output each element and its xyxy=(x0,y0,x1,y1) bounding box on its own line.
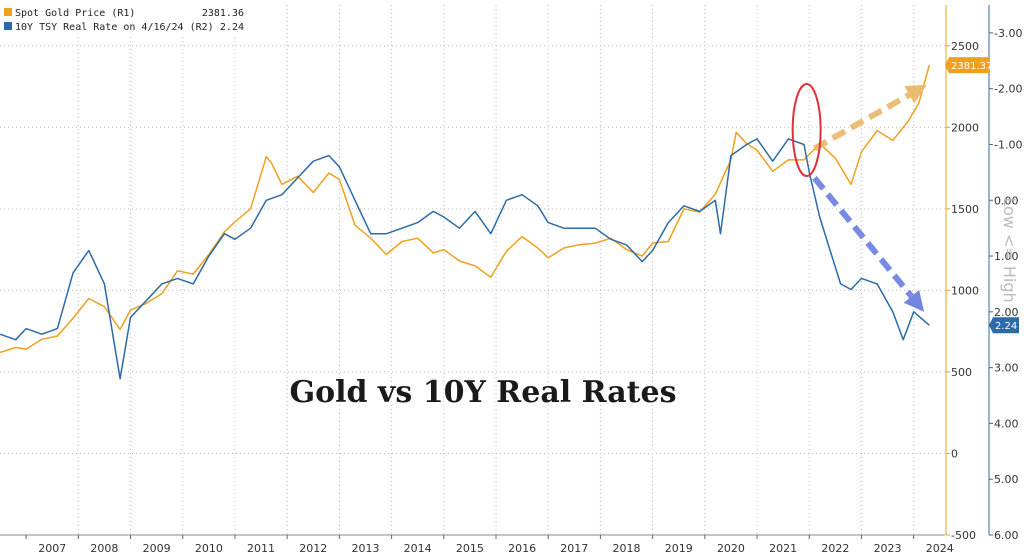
right-axis-gold: 2500 2000 1500 1000 500 0 -500 xyxy=(945,5,979,542)
legend-label-real-rate: 10Y TSY Real Rate on 4/16/24 (R2) xyxy=(15,22,214,33)
real-rate-trend-arrow-head xyxy=(903,290,925,312)
x-tick-label: 2020 xyxy=(717,542,745,555)
rate-axis-tick-label: -3.00 xyxy=(994,27,1022,40)
gold-axis-tick-label: 0 xyxy=(951,447,958,460)
right-axis-real-rate: -3.00 -2.00 -1.00 0.00 1.00 2.00 3.00 4.00 5.00 6… xyxy=(988,5,1022,542)
gold-trend-arrow-shaft xyxy=(812,92,911,152)
side-axis-label: Low <= High xyxy=(1000,197,1019,302)
gold-axis-tick-label: 500 xyxy=(951,366,972,379)
rate-axis-tick-label: -1.00 xyxy=(994,138,1022,151)
x-tick-label: 2013 xyxy=(351,542,379,555)
x-tick-label: 2023 xyxy=(874,542,902,555)
x-tick-label: 2009 xyxy=(143,542,171,555)
overlay-title: Gold vs 10Y Real Rates xyxy=(289,375,676,410)
x-tick-label: 2012 xyxy=(299,542,327,555)
x-tick-label: 2017 xyxy=(560,542,588,555)
real-rate-last-value-flag-bg xyxy=(989,317,1019,334)
x-tick-label: 2022 xyxy=(821,542,849,555)
rate-axis-tick-label: 5.00 xyxy=(994,473,1019,486)
x-tick-label: 2008 xyxy=(90,542,118,555)
legend-label-gold: Spot Gold Price (R1) xyxy=(15,8,135,19)
x-tick-label: 2014 xyxy=(404,542,432,555)
x-tick-label: 2018 xyxy=(613,542,641,555)
rate-axis-tick-label: 1.00 xyxy=(994,250,1019,263)
gold-axis-tick-label: -500 xyxy=(951,529,976,542)
real-rate-last-value-flag: 2.24 xyxy=(989,317,1019,334)
series-line-gold xyxy=(0,65,931,354)
real-rate-trend-arrow xyxy=(812,176,925,312)
rate-axis-tick-label: 2.00 xyxy=(994,306,1019,319)
series-line-real-rate xyxy=(0,138,930,380)
legend-swatch-real-rate xyxy=(4,22,12,30)
legend: Spot Gold Price (R1) 2381.36 10Y TSY Rea… xyxy=(0,3,248,37)
legend-value-real-rate: 2.24 xyxy=(220,22,244,33)
x-tick-label: 2024 xyxy=(926,542,954,555)
gold-axis-tick-label: 2000 xyxy=(951,121,979,134)
rate-axis-tick-label: -2.00 xyxy=(994,83,1022,96)
gold-axis-tick-label: 1000 xyxy=(951,284,979,297)
plot-area xyxy=(0,65,931,380)
x-tick-label: 2015 xyxy=(456,542,484,555)
rate-axis-tick-label: 6.00 xyxy=(994,529,1019,542)
real-rate-trend-arrow-shaft xyxy=(812,176,914,299)
legend-background xyxy=(0,3,248,37)
x-tick-label: 2011 xyxy=(247,542,275,555)
x-axis: 2007 2008 2009 2010 2011 2012 2013 2014 2015 2016… xyxy=(0,534,954,555)
x-tick-label: 2019 xyxy=(665,542,693,555)
rate-axis-tick-label: 0.00 xyxy=(994,194,1019,207)
gold-last-value-flag: 2381.37 xyxy=(945,57,992,74)
x-tick-label: 2007 xyxy=(38,542,66,555)
real-rate-last-value-flag-text: 2.24 xyxy=(995,321,1017,332)
last-value-flags: 2381.37 2.24 xyxy=(945,57,1019,334)
gold-trend-arrow-head xyxy=(904,84,927,104)
x-tick-label: 2010 xyxy=(195,542,223,555)
legend-value-gold: 2381.36 xyxy=(202,8,244,19)
gold-last-value-flag-bg xyxy=(945,57,989,74)
x-tick-label: 2021 xyxy=(769,542,797,555)
gold-axis-tick-label: 2500 xyxy=(951,40,979,53)
legend-swatch-gold xyxy=(4,8,12,16)
gold-last-value-flag-text: 2381.37 xyxy=(951,61,992,72)
rate-axis-tick-label: 3.00 xyxy=(994,362,1019,375)
divergence-circle xyxy=(791,83,822,177)
annotations xyxy=(791,83,927,312)
gold-axis-tick-label: 1500 xyxy=(951,203,979,216)
gold-trend-arrow xyxy=(812,84,927,152)
rate-axis-tick-label: 4.00 xyxy=(994,417,1019,430)
x-tick-label: 2016 xyxy=(508,542,536,555)
